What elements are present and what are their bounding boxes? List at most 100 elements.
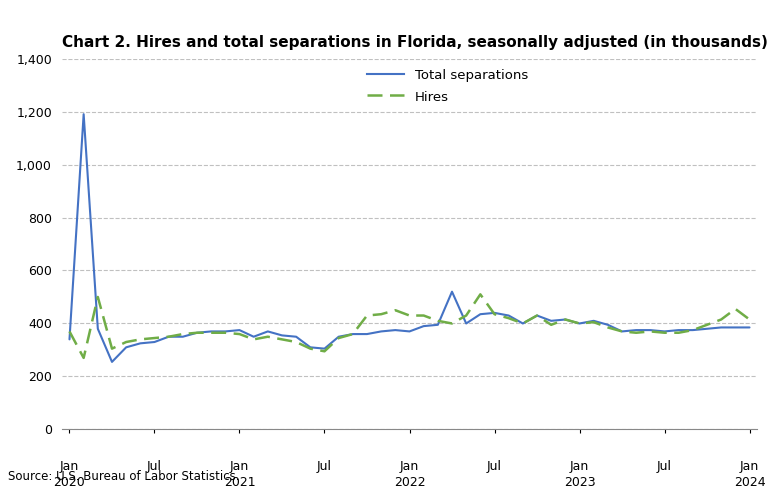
Hires bbox=[164, 334, 173, 340]
Total separations bbox=[178, 334, 187, 340]
Hires bbox=[717, 317, 726, 323]
Hires bbox=[561, 317, 570, 323]
Total separations bbox=[490, 310, 499, 316]
Text: 2023: 2023 bbox=[564, 476, 595, 488]
Total separations bbox=[603, 322, 612, 328]
Total separations bbox=[122, 345, 131, 350]
Hires bbox=[632, 330, 641, 336]
Text: Jan: Jan bbox=[570, 460, 589, 473]
Hires bbox=[589, 319, 598, 325]
Total separations bbox=[150, 339, 159, 345]
Hires bbox=[504, 315, 513, 321]
Hires bbox=[93, 294, 102, 300]
Total separations bbox=[221, 328, 230, 334]
Hires bbox=[292, 339, 301, 345]
Legend: Total separations, Hires: Total separations, Hires bbox=[367, 69, 528, 103]
Line: Total separations: Total separations bbox=[69, 114, 750, 362]
Total separations bbox=[377, 328, 386, 334]
Total separations bbox=[164, 334, 173, 340]
Hires bbox=[235, 331, 244, 337]
Total separations bbox=[532, 313, 541, 319]
Total separations bbox=[334, 334, 343, 340]
Hires bbox=[79, 355, 88, 361]
Total separations bbox=[391, 327, 400, 333]
Total separations bbox=[249, 334, 258, 340]
Hires bbox=[575, 321, 584, 326]
Text: Jul: Jul bbox=[317, 460, 332, 473]
Hires bbox=[320, 348, 329, 354]
Text: Jan: Jan bbox=[740, 460, 759, 473]
Text: Source: U.S. Bureau of Labor Statistics.: Source: U.S. Bureau of Labor Statistics. bbox=[8, 470, 239, 483]
Hires bbox=[363, 313, 372, 319]
Total separations bbox=[688, 327, 697, 333]
Hires bbox=[490, 311, 499, 317]
Total separations bbox=[632, 327, 641, 333]
Hires bbox=[731, 306, 740, 312]
Hires bbox=[476, 291, 485, 297]
Total separations bbox=[235, 327, 244, 333]
Text: Jan: Jan bbox=[400, 460, 419, 473]
Hires bbox=[65, 328, 74, 334]
Total separations bbox=[462, 321, 471, 326]
Total separations bbox=[504, 313, 513, 319]
Hires bbox=[603, 325, 612, 330]
Text: 2022: 2022 bbox=[394, 476, 425, 488]
Hires bbox=[391, 307, 400, 313]
Hires bbox=[193, 330, 202, 336]
Hires bbox=[122, 339, 131, 345]
Text: Jan: Jan bbox=[60, 460, 79, 473]
Total separations bbox=[717, 325, 726, 330]
Line: Hires: Hires bbox=[69, 294, 750, 358]
Hires bbox=[136, 336, 145, 342]
Hires bbox=[150, 335, 159, 341]
Hires bbox=[518, 321, 527, 326]
Text: Jul: Jul bbox=[487, 460, 502, 473]
Total separations bbox=[561, 317, 570, 323]
Total separations bbox=[193, 330, 202, 336]
Total separations bbox=[547, 318, 556, 324]
Total separations bbox=[320, 346, 329, 351]
Total separations bbox=[731, 325, 740, 330]
Hires bbox=[646, 328, 655, 334]
Total separations bbox=[65, 336, 74, 342]
Hires bbox=[745, 317, 754, 323]
Hires bbox=[660, 330, 669, 336]
Text: Chart 2. Hires and total separations in Florida, seasonally adjusted (in thousan: Chart 2. Hires and total separations in … bbox=[62, 36, 768, 50]
Hires bbox=[688, 327, 697, 333]
Hires bbox=[462, 313, 471, 319]
Hires bbox=[405, 313, 414, 319]
Total separations bbox=[348, 331, 357, 337]
Total separations bbox=[476, 311, 485, 317]
Hires bbox=[306, 346, 315, 351]
Hires bbox=[263, 334, 272, 340]
Hires bbox=[108, 346, 117, 351]
Text: 2024: 2024 bbox=[734, 476, 765, 488]
Hires bbox=[249, 336, 258, 342]
Text: Jan: Jan bbox=[230, 460, 249, 473]
Total separations bbox=[745, 325, 754, 330]
Total separations bbox=[93, 326, 102, 332]
Total separations bbox=[433, 322, 442, 328]
Total separations bbox=[589, 318, 598, 324]
Text: 2020: 2020 bbox=[54, 476, 85, 488]
Total separations bbox=[405, 328, 414, 334]
Hires bbox=[532, 313, 541, 319]
Hires bbox=[419, 313, 428, 319]
Total separations bbox=[207, 328, 216, 334]
Hires bbox=[702, 322, 711, 328]
Hires bbox=[278, 336, 287, 342]
Total separations bbox=[617, 328, 626, 334]
Hires bbox=[617, 328, 626, 334]
Total separations bbox=[518, 321, 527, 326]
Hires bbox=[377, 311, 386, 317]
Text: 2021: 2021 bbox=[224, 476, 255, 488]
Total separations bbox=[292, 334, 301, 340]
Total separations bbox=[79, 111, 88, 117]
Text: Jul: Jul bbox=[147, 460, 162, 473]
Hires bbox=[334, 335, 343, 341]
Hires bbox=[348, 331, 357, 337]
Total separations bbox=[702, 326, 711, 332]
Total separations bbox=[278, 332, 287, 338]
Hires bbox=[221, 330, 230, 336]
Hires bbox=[447, 321, 456, 326]
